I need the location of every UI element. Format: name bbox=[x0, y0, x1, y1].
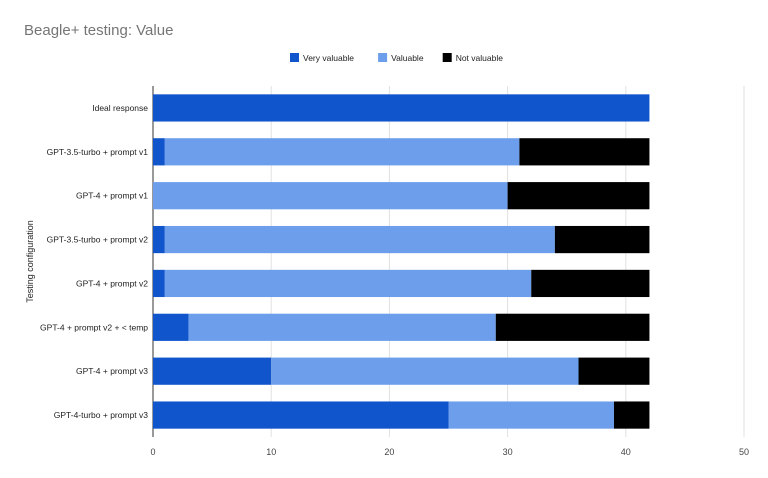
bar-not-valuable bbox=[507, 182, 650, 210]
legend-swatch bbox=[290, 53, 299, 62]
bar-very-valuable bbox=[153, 357, 272, 385]
x-tick-label: 0 bbox=[150, 447, 155, 457]
y-category-label: Ideal response bbox=[92, 103, 148, 113]
bar-very-valuable bbox=[153, 313, 189, 341]
bar-very-valuable bbox=[153, 269, 165, 298]
bar-valuable bbox=[164, 225, 555, 254]
y-category-label: GPT-4 + prompt v2 + < temp bbox=[40, 322, 148, 332]
bar-not-valuable bbox=[519, 138, 650, 166]
bar-very-valuable bbox=[153, 225, 165, 254]
bar-valuable bbox=[153, 182, 508, 210]
y-category-label: GPT-4 + prompt v1 bbox=[76, 191, 148, 201]
bar-valuable bbox=[448, 401, 614, 429]
legend-swatch bbox=[378, 53, 388, 62]
x-tick-label: 10 bbox=[266, 447, 276, 457]
legend-swatch bbox=[442, 53, 452, 62]
bar-valuable bbox=[164, 269, 532, 298]
y-axis-title: Testing configuration bbox=[25, 220, 35, 303]
y-category-label: GPT-3.5-turbo + prompt v1 bbox=[47, 147, 149, 157]
legend-label: Valuable bbox=[391, 53, 424, 63]
bar-very-valuable bbox=[153, 94, 650, 122]
y-category-label: GPT-4 + prompt v2 bbox=[76, 278, 148, 288]
bar-very-valuable bbox=[153, 138, 165, 166]
bar-not-valuable bbox=[578, 357, 650, 385]
chart-title: Beagle+ testing: Value bbox=[24, 22, 174, 39]
y-category-label: GPT-4 + prompt v3 bbox=[76, 366, 148, 376]
bar-valuable bbox=[188, 313, 496, 341]
x-tick-label: 50 bbox=[739, 447, 749, 457]
bar-not-valuable bbox=[495, 313, 650, 341]
bar-not-valuable bbox=[531, 269, 650, 298]
bar-not-valuable bbox=[554, 225, 650, 254]
bar-very-valuable bbox=[153, 401, 449, 429]
legend-label: Not valuable bbox=[456, 53, 504, 63]
x-tick-label: 20 bbox=[384, 447, 394, 457]
bar-valuable bbox=[164, 138, 520, 166]
y-category-label: GPT-3.5-turbo + prompt v2 bbox=[47, 235, 149, 245]
bar-valuable bbox=[271, 357, 579, 385]
legend-label: Very valuable bbox=[303, 53, 354, 63]
bar-not-valuable bbox=[613, 401, 650, 429]
x-tick-label: 30 bbox=[503, 447, 513, 457]
x-tick-label: 40 bbox=[621, 447, 631, 457]
y-category-label: GPT-4-turbo + prompt v3 bbox=[54, 410, 149, 420]
